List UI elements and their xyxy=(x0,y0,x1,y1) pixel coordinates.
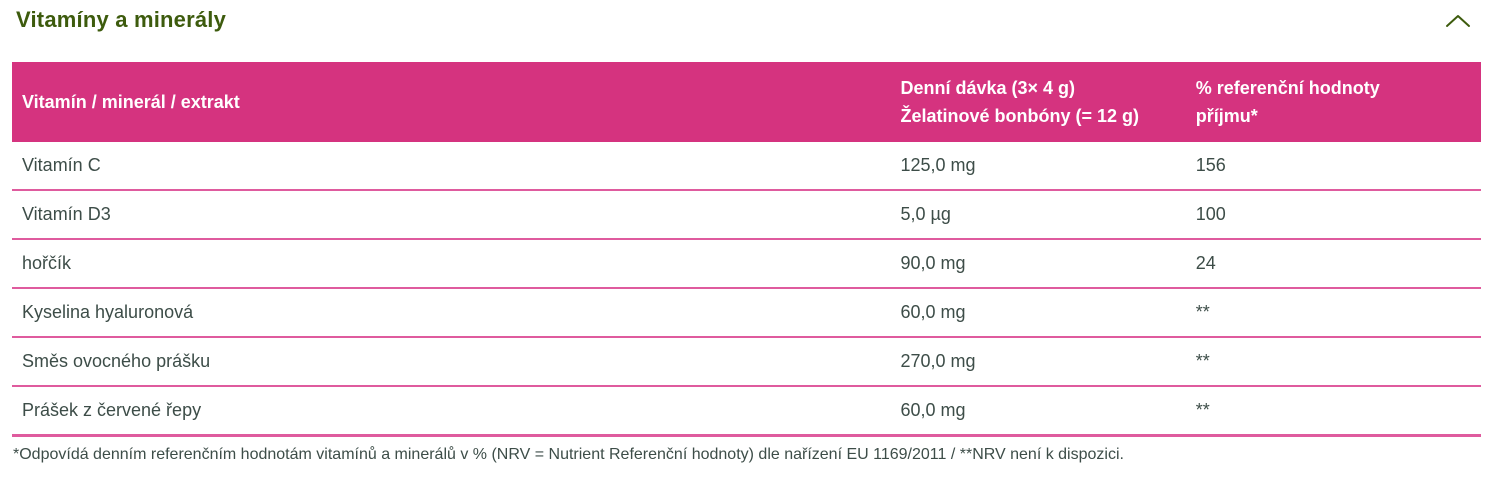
cell-nrv-percent: 24 xyxy=(1195,253,1216,273)
column-header-nrv-percent: % referenční hodnoty příjmu* xyxy=(1186,74,1481,130)
column-header-nutrient: Vitamín / minerál / extrakt xyxy=(12,88,890,116)
table-row: Vitamín C 125,0 mg 156 xyxy=(12,142,1481,191)
cell-nrv-percent: ** xyxy=(1195,302,1210,322)
table-row: Prášek z červené řepy 60,0 mg ** xyxy=(12,387,1481,437)
cell-nutrient-name: Kyselina hyaluronová xyxy=(22,302,194,322)
column-header-nrv-line2: příjmu* xyxy=(1195,106,1258,126)
table-row: Vitamín D3 5,0 µg 100 xyxy=(12,191,1481,240)
cell-daily-dose: 60,0 mg xyxy=(900,400,966,420)
cell-nrv-percent: ** xyxy=(1195,351,1210,371)
table-row: hořčík 90,0 mg 24 xyxy=(12,240,1481,289)
table-row: Směs ovocného prášku 270,0 mg ** xyxy=(12,338,1481,387)
cell-nutrient-name: Vitamín C xyxy=(22,155,101,175)
cell-daily-dose: 270,0 mg xyxy=(900,351,976,371)
cell-daily-dose: 90,0 mg xyxy=(900,253,966,273)
column-header-nrv-line1: % referenční hodnoty xyxy=(1195,78,1380,98)
table-header-row: Vitamín / minerál / extrakt Denní dávka … xyxy=(12,62,1481,142)
column-header-daily-dose-line2: Želatinové bonbóny (= 12 g) xyxy=(900,106,1139,126)
cell-nutrient-name: Směs ovocného prášku xyxy=(22,351,211,371)
cell-daily-dose: 125,0 mg xyxy=(900,155,976,175)
table-row: Kyselina hyaluronová 60,0 mg ** xyxy=(12,289,1481,338)
column-header-nutrient-line1: Vitamín / minerál / extrakt xyxy=(22,92,240,112)
nutrition-table: Vitamín / minerál / extrakt Denní dávka … xyxy=(12,62,1481,437)
section-title: Vitamíny a minerály xyxy=(16,7,227,32)
column-header-daily-dose-line1: Denní dávka (3× 4 g) xyxy=(900,78,1076,98)
section-header: Vitamíny a minerály xyxy=(0,0,1500,33)
collapse-toggle-button[interactable] xyxy=(1442,9,1474,33)
column-header-daily-dose: Denní dávka (3× 4 g) Želatinové bonbóny … xyxy=(890,74,1185,130)
cell-daily-dose: 60,0 mg xyxy=(900,302,966,322)
cell-nrv-percent: 156 xyxy=(1195,155,1226,175)
cell-nutrient-name: Vitamín D3 xyxy=(22,204,111,224)
cell-nrv-percent: 100 xyxy=(1195,204,1226,224)
cell-nutrient-name: hořčík xyxy=(22,253,72,273)
cell-daily-dose: 5,0 µg xyxy=(900,204,951,224)
footnote: *Odpovídá denním referenčním hodnotám vi… xyxy=(13,446,1124,463)
cell-nrv-percent: ** xyxy=(1195,400,1210,420)
chevron-up-icon xyxy=(1446,15,1470,27)
cell-nutrient-name: Prášek z červené řepy xyxy=(22,400,202,420)
